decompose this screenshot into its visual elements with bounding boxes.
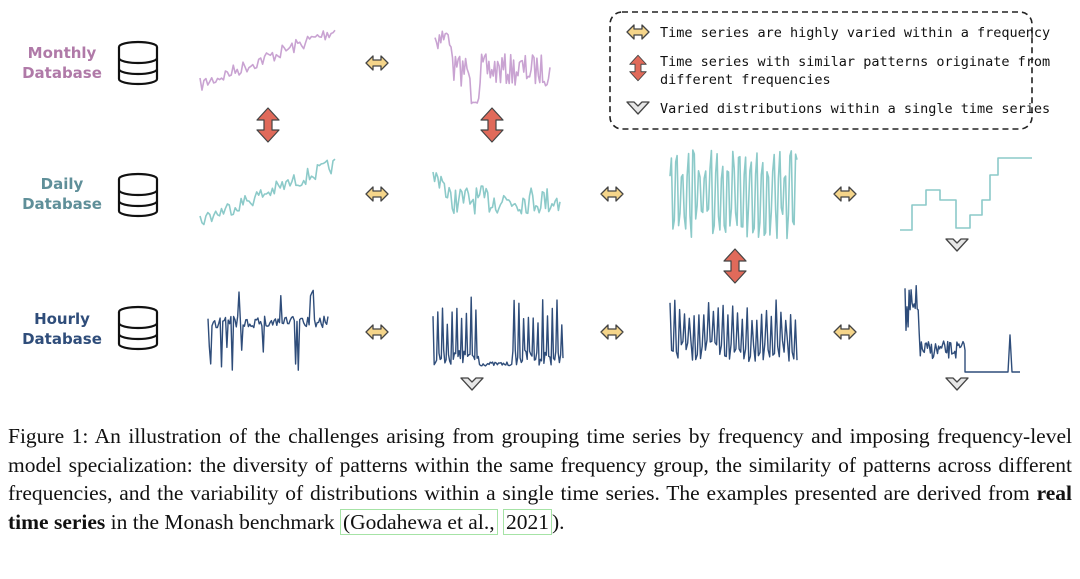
vertical-double-arrow-icon — [723, 248, 747, 284]
legend-box — [609, 11, 1033, 130]
figure-caption: Figure 1: An illustration of the challen… — [8, 422, 1072, 536]
legend-item-2-text-line2: different frequencies — [660, 72, 831, 88]
vertical-double-arrow-icon — [256, 107, 280, 143]
hourly-series-2-line — [432, 296, 564, 367]
hourly-series-3-line — [669, 299, 798, 363]
daily-label-line1: Daily — [41, 175, 84, 193]
hourly-label-line2: Database — [22, 330, 102, 348]
hourly-label-line1: Hourly — [34, 310, 90, 328]
monthly-label-line2: Database — [22, 64, 102, 82]
legend-item-1-text: Time series are highly varied within a f… — [660, 25, 1050, 41]
citation-year-link[interactable]: 2021 — [502, 508, 552, 535]
daily-series-3-line — [669, 149, 798, 240]
hourly-database-icon — [117, 305, 159, 351]
chevron-down-outline-icon — [945, 377, 969, 391]
caption-bold-text: real time series — [8, 481, 1072, 534]
horizontal-double-arrow-icon — [365, 55, 389, 71]
monthly-series-2-line — [434, 30, 551, 105]
daily-series-1-line — [199, 158, 336, 226]
daily-label-line2: Database — [22, 195, 102, 213]
citation-author-link[interactable]: (Godahewa et al., — [339, 508, 498, 535]
caption-end: ). — [551, 509, 565, 534]
hourly-series-4-line — [904, 285, 1020, 373]
horizontal-double-arrow-icon — [833, 324, 857, 340]
horizontal-double-arrow-icon — [833, 186, 857, 202]
daily-database-icon — [117, 172, 159, 218]
horizontal-double-arrow-icon — [600, 324, 624, 340]
monthly-series-1-line — [199, 29, 336, 91]
daily-series-4-line — [900, 157, 1032, 231]
chevron-down-outline-icon — [460, 377, 484, 391]
vertical-double-arrow-icon — [480, 107, 504, 143]
daily-series-2-line — [432, 171, 561, 215]
monthly-label-line1: Monthly — [28, 44, 97, 62]
horizontal-double-arrow-icon — [365, 324, 389, 340]
horizontal-double-arrow-icon — [600, 186, 624, 202]
hourly-series-1-line — [207, 289, 329, 371]
legend-item-2-text-line1: Time series with similar patterns origin… — [660, 54, 1050, 70]
chevron-down-outline-icon — [945, 238, 969, 252]
caption-text-continued: in the Monash benchmark — [105, 509, 340, 534]
caption-text: Figure 1: An illustration of the challen… — [8, 424, 1072, 505]
figure-illustration: Monthly Database Daily Database Hourly D… — [22, 11, 1050, 391]
time-series-sparklines — [199, 29, 1032, 373]
legend-item-3-text: Varied distributions within a single tim… — [660, 101, 1050, 117]
monthly-database-icon — [117, 40, 159, 86]
horizontal-double-arrow-icon — [365, 186, 389, 202]
legend: Time series are highly varied within a f… — [609, 11, 1050, 130]
